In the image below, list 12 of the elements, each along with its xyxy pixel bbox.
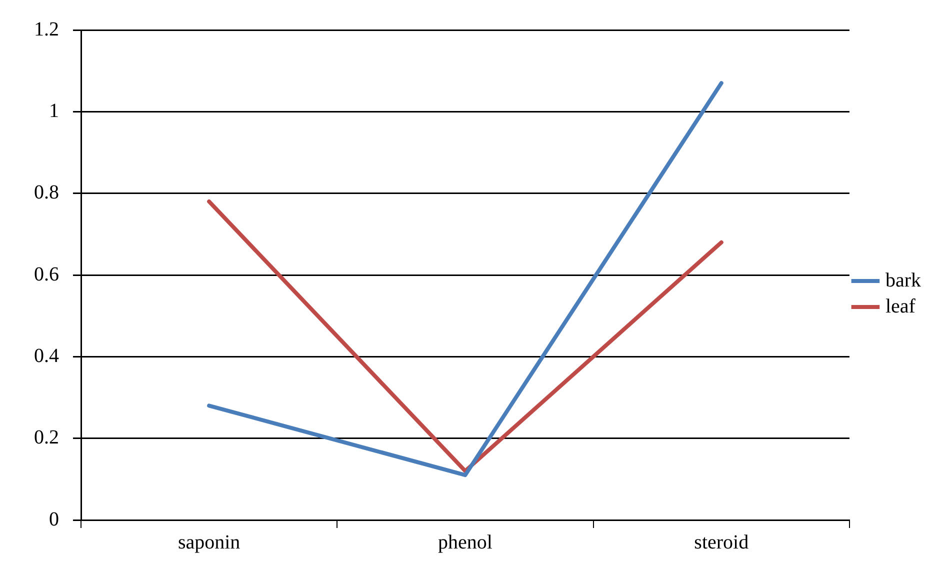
legend-label: bark	[885, 269, 922, 292]
y-tick-label: 1	[49, 100, 59, 122]
y-tick-label: 0.6	[34, 263, 59, 286]
x-tick-label: phenol	[438, 531, 493, 554]
y-tick-label: 0.4	[34, 344, 59, 367]
x-tick-label: saponin	[178, 531, 240, 554]
y-tick-label: 1.2	[34, 18, 59, 40]
legend-label: leaf	[885, 295, 916, 318]
y-tick-label: 0	[49, 508, 59, 530]
x-tick-label: steroid	[694, 531, 749, 554]
y-tick-label: 0.8	[34, 182, 59, 204]
y-tick-label: 0.2	[34, 426, 59, 449]
